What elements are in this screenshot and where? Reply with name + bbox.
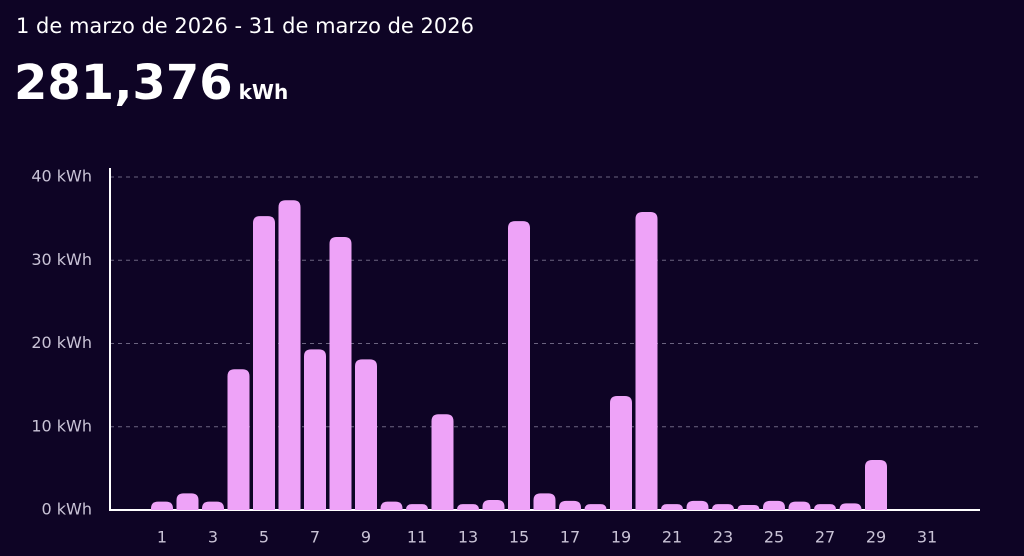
bar xyxy=(814,504,836,510)
x-tick-label: 7 xyxy=(310,528,320,547)
x-tick-label: 27 xyxy=(815,528,835,547)
x-tick-label: 21 xyxy=(662,528,682,547)
x-tick-label: 25 xyxy=(764,528,784,547)
bar xyxy=(839,503,862,510)
bar xyxy=(788,501,811,510)
x-tick-label: 1 xyxy=(157,528,167,547)
bar xyxy=(763,500,785,510)
bar xyxy=(202,501,224,510)
x-tick-label: 11 xyxy=(407,528,427,547)
total: 281,376 xyxy=(14,55,233,111)
bar xyxy=(227,369,250,510)
x-tick-label: 29 xyxy=(866,528,886,547)
bar xyxy=(610,395,632,510)
bar xyxy=(635,211,658,510)
x-tick-label: 17 xyxy=(560,528,580,547)
y-tick-label: 0 kWh xyxy=(42,500,93,519)
bar xyxy=(406,504,428,510)
x-tick-label: 13 xyxy=(458,528,478,547)
bar xyxy=(431,414,454,510)
bar xyxy=(712,504,734,510)
bar xyxy=(661,504,683,510)
bar xyxy=(278,200,301,510)
x-tick-label: 31 xyxy=(917,528,937,547)
bar xyxy=(686,500,709,510)
x-tick-label: 19 xyxy=(611,528,631,547)
y-tick-label: 30 kWh xyxy=(31,250,92,269)
bar xyxy=(737,505,760,510)
x-tick-label: 15 xyxy=(509,528,529,547)
y-tick-label: 40 kWh xyxy=(31,167,92,186)
y-tick-label: 20 kWh xyxy=(31,333,92,352)
x-tick-label: 9 xyxy=(361,528,371,547)
bar xyxy=(151,501,173,510)
bar xyxy=(253,216,275,510)
period: 1 de marzo de 2026 - 31 de marzo de 2026 xyxy=(16,14,474,38)
bar xyxy=(355,359,377,510)
y-tick-label: 10 kWh xyxy=(31,416,92,435)
bar xyxy=(329,236,352,510)
bar xyxy=(176,493,199,510)
bar xyxy=(380,501,403,510)
x-tick-label: 23 xyxy=(713,528,733,547)
unit: kWh xyxy=(238,80,289,104)
bar xyxy=(508,221,530,510)
bar xyxy=(304,349,326,510)
x-tick-label: 3 xyxy=(208,528,218,547)
x-tick-label: 5 xyxy=(259,528,269,547)
bar xyxy=(482,500,505,510)
bar xyxy=(559,500,581,510)
bar xyxy=(865,460,887,510)
bar xyxy=(457,504,479,510)
bar xyxy=(533,493,556,510)
total-wrap: 281,376 kWh xyxy=(14,55,288,111)
bar xyxy=(584,504,607,510)
